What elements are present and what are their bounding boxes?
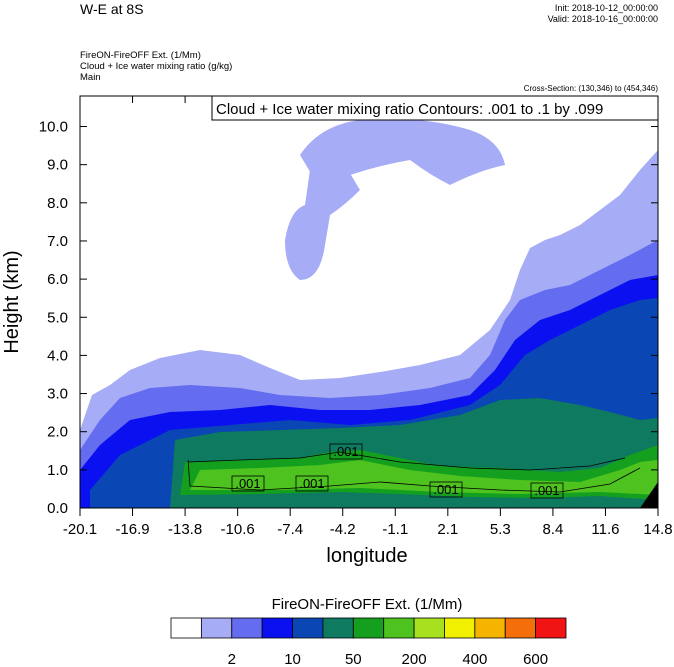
contour-value-label: .001	[235, 476, 260, 491]
x-axis-label: longitude	[326, 545, 407, 567]
contour-value-label: .001	[433, 482, 458, 497]
x-tick-label: -13.8	[168, 521, 202, 538]
colorbar-swatch	[292, 617, 324, 639]
contour-label-box	[429, 481, 463, 498]
x-tick-label: 11.6	[591, 521, 619, 538]
terrain	[640, 482, 658, 508]
x-tick-label: -1.1	[382, 521, 408, 538]
init-time: Init: 2018-10-12_00:00:00	[554, 3, 658, 13]
colorbar-swatch	[170, 617, 202, 639]
colorbar-swatch	[535, 617, 567, 639]
domain-label: Main	[80, 72, 101, 83]
y-tick-label: 10.0	[39, 119, 68, 136]
colorbar-swatch	[231, 617, 263, 639]
colorbar-tick-label: 10	[284, 651, 301, 667]
colorbar-swatch	[383, 617, 415, 639]
y-axis-label: Height (km)	[1, 250, 23, 353]
plot-area	[80, 96, 658, 508]
x-axis: -20.1 -16.9 -13.8 -10.6 -7.4 -4.2 -1.1 2.1 5.3 8.…	[63, 96, 673, 538]
colorbar-swatch	[200, 617, 233, 639]
contour-info-label: Cloud + Ice water mixing ratio Contours:…	[216, 101, 603, 118]
y-tick-label: 7.0	[47, 233, 68, 250]
band-light-green	[190, 460, 658, 495]
colorbar	[170, 617, 567, 639]
contour-label-box	[295, 475, 329, 492]
contour-lines	[187, 451, 641, 493]
x-tick-label: 2.1	[437, 521, 458, 538]
x-tick-label: -4.2	[330, 521, 356, 538]
y-tick-label: 3.0	[47, 386, 68, 403]
contour-field-label: Cloud + Ice water mixing ratio (g/kg)	[80, 61, 233, 72]
colorbar-tick-label: 2	[228, 651, 236, 667]
colorbar-swatch	[352, 617, 385, 639]
x-tick-label: -20.1	[63, 521, 97, 538]
x-tick-label: 8.4	[542, 521, 563, 538]
contour-label-box	[231, 475, 265, 492]
valid-time: Valid: 2018-10-16_00:00:00	[547, 14, 658, 24]
contour-value-label: .001	[534, 483, 559, 498]
y-tick-label: 2.0	[47, 424, 68, 441]
contour-value-label: .001	[333, 444, 358, 459]
y-tick-label: 8.0	[47, 195, 68, 212]
colorbar-swatch	[504, 617, 537, 639]
field-label: FireON-FireOFF Ext. (1/Mm)	[80, 50, 201, 61]
colorbar-tick-label: 600	[523, 651, 548, 667]
y-tick-label: 5.0	[47, 309, 68, 326]
colorbar-tick-label: 50	[345, 651, 362, 667]
colorbar-swatch	[261, 617, 293, 639]
colorbar-ticks: 2 10 50 200 400 600	[228, 651, 549, 667]
cross-section-label: Cross-Section: (130,346) to (454,346)	[523, 84, 658, 93]
y-tick-label: 1.0	[47, 462, 68, 479]
colorbar-title: FireON-FireOFF Ext. (1/Mm)	[272, 596, 463, 613]
chart-title: W-E at 8S	[80, 1, 144, 17]
colorbar-swatch	[413, 617, 445, 639]
cirrus-patch	[285, 158, 360, 280]
contour-value-label: .001	[299, 476, 324, 491]
upper-cloud	[300, 118, 505, 185]
y-tick-label: 0.0	[47, 500, 68, 517]
y-tick-label: 4.0	[47, 347, 68, 364]
y-axis: 0.0 1.0 2.0 3.0 4.0 5.0 6.0 7.0 8.0 9.0 10.0	[39, 119, 658, 517]
x-tick-label: 5.3	[490, 521, 511, 538]
x-tick-label: -16.9	[115, 521, 149, 538]
colorbar-swatch	[474, 617, 506, 639]
colorbar-tick-label: 400	[462, 651, 487, 667]
contour-label-box	[329, 443, 363, 460]
y-tick-label: 6.0	[47, 271, 68, 288]
colorbar-tick-label: 200	[402, 651, 427, 667]
colorbar-swatch	[322, 617, 354, 639]
contour-value-labels: .001 .001 .001 .001 .001	[231, 443, 564, 499]
contour-label-box	[530, 482, 564, 499]
x-tick-label: -7.4	[277, 521, 303, 538]
contour-info-box	[211, 95, 659, 121]
x-tick-label: -10.6	[221, 521, 255, 538]
colorbar-swatch	[444, 617, 476, 639]
x-tick-label: 14.8	[643, 521, 672, 538]
y-tick-label: 9.0	[47, 157, 68, 174]
